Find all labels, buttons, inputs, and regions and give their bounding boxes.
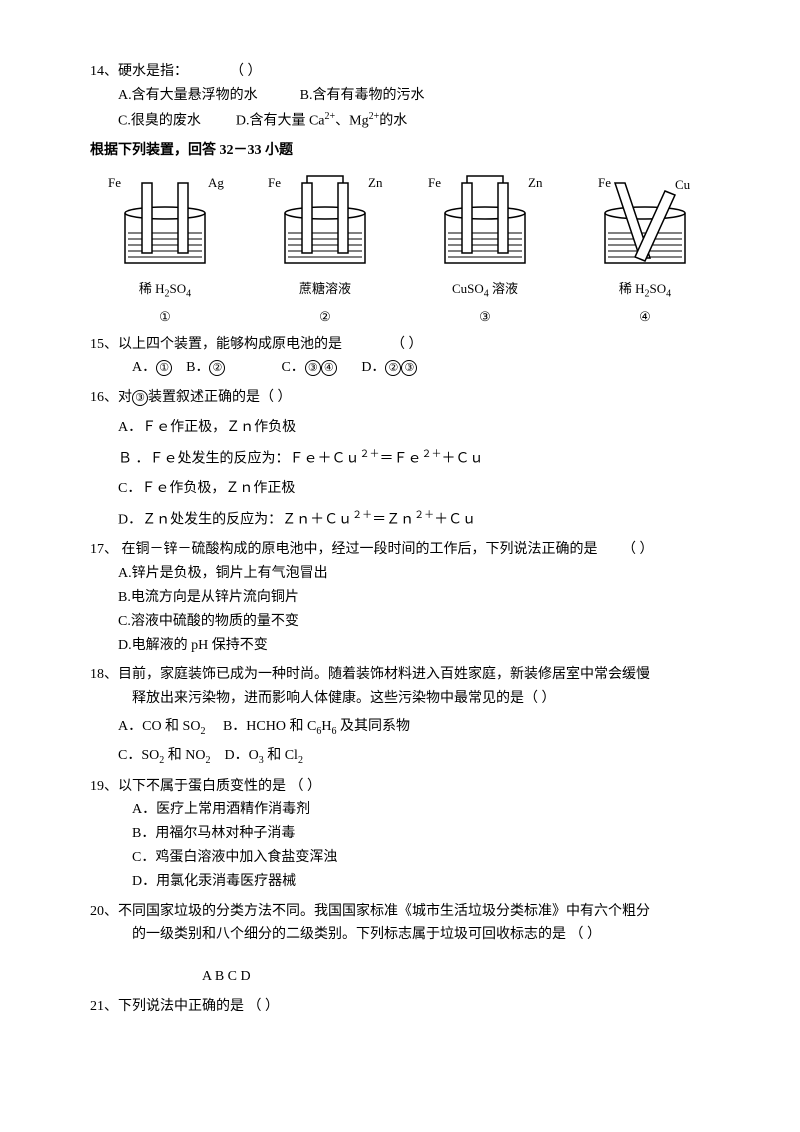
q14-stem: 14、硬水是指： bbox=[90, 64, 188, 79]
q15-b: B． bbox=[186, 360, 209, 375]
d2-right-label: Zn bbox=[368, 175, 383, 190]
q16-d-mid: ＝Ｚｎ bbox=[372, 513, 414, 528]
q17-c: C.溶液中硫酸的物质的量不变 bbox=[118, 610, 720, 634]
cap2a: 蔗糖溶液 bbox=[250, 278, 400, 303]
q18-b-suffix: 及其同系物 bbox=[336, 719, 410, 734]
q16-c: C．Ｆｅ作负极，Ｚｎ作正极 bbox=[118, 477, 720, 501]
q19-c: C．鸡蛋白溶液中加入食盐变浑浊 bbox=[132, 846, 720, 870]
cap2b: ② bbox=[250, 306, 400, 328]
q16: 16、对③装置叙述正确的是（ ） A．Ｆｅ作正极，Ｚｎ作负极 Ｂ ．Ｆｅ处发生的… bbox=[90, 386, 720, 532]
q15: 15、以上四个装置，能够构成原电池的是 （ ） A．① B．② C．③④ D．②… bbox=[90, 333, 720, 381]
q15-stem: 15、以上四个装置，能够构成原电池的是 bbox=[90, 337, 342, 352]
cap4a: 稀 H2SO4 bbox=[570, 278, 720, 303]
q17-d: D.电解液的 pH 保持不变 bbox=[118, 634, 720, 658]
q20: 20、不同国家垃圾的分类方法不同。我国国家标准《城市生活垃圾分类标准》中有六个粗… bbox=[90, 900, 720, 989]
q15-paren: （ ） bbox=[391, 337, 423, 352]
q17-stem: 17、 在铜－锌－硫酸构成的原电池中，经过一段时间的工作后，下列说法正确的是 bbox=[90, 542, 598, 557]
q16-d-prefix: D．Ｚｎ处发生的反应为：Ｚｎ＋Ｃｕ bbox=[118, 513, 352, 528]
d1-left-label: Fe bbox=[108, 175, 121, 190]
opt-circle: ③ bbox=[401, 360, 417, 376]
q19: 19、以下不属于蛋白质变性的是 （ ） A．医疗上常用酒精作消毒剂 B．用福尔马… bbox=[90, 775, 720, 894]
q14-d-suffix: 的水 bbox=[379, 113, 407, 128]
q16-b-mid: ＝Ｆｅ bbox=[380, 451, 422, 466]
q19-stem: 19、以下不属于蛋白质变性的是 （ ） bbox=[90, 775, 720, 799]
q14-paren: （ ） bbox=[230, 64, 262, 79]
section-heading: 根据下列装置，回答 32－33 小题 bbox=[90, 139, 720, 163]
d2-left-label: Fe bbox=[268, 175, 281, 190]
q18-d-prefix: D．O bbox=[224, 748, 258, 763]
q14: 14、硬水是指： （ ） A.含有大量悬浮物的水 B.含有有毒物的污水 C.很臭… bbox=[90, 60, 720, 133]
q20-stem2: 的一级类别和八个细分的二级类别。下列标志属于垃圾可回收标志的是 （ ） bbox=[132, 923, 720, 947]
q19-b: B．用福尔马林对种子消毒 bbox=[132, 822, 720, 846]
q16-a: A．Ｆｅ作正极，Ｚｎ作负极 bbox=[118, 416, 720, 440]
q21: 21、下列说法中正确的是 （ ） bbox=[90, 995, 720, 1019]
opt-circle: ② bbox=[385, 360, 401, 376]
q17-paren: （ ） bbox=[622, 542, 654, 557]
q14-a: A.含有大量悬浮物的水 bbox=[118, 88, 258, 103]
cap1a: 稀 H2SO4 bbox=[90, 278, 240, 303]
opt-circle: ③ bbox=[132, 390, 148, 406]
q18-b-prefix: B．HCHO 和 C bbox=[223, 719, 316, 734]
d4-left-label: Fe bbox=[598, 175, 611, 190]
q14-d-mid: 、Mg bbox=[335, 113, 368, 128]
q21-stem: 21、下列说法中正确的是 （ ） bbox=[90, 999, 279, 1014]
q16-d-suffix: ＋Ｃｕ bbox=[434, 513, 476, 528]
q18: 18、目前，家庭装饰已成为一种时尚。随着装饰材料进入百姓家庭，新装修居室中常会缓… bbox=[90, 663, 720, 768]
d4-right-label: Cu bbox=[675, 177, 691, 192]
opt-circle: ③ bbox=[305, 360, 321, 376]
opt-circle: ④ bbox=[321, 360, 337, 376]
q18-stem2: 释放出来污染物，进而影响人体健康。这些污染物中最常见的是（ ） bbox=[132, 687, 720, 711]
beaker-2: Fe Zn bbox=[250, 173, 400, 273]
q18-stem1: 18、目前，家庭装饰已成为一种时尚。随着装饰材料进入百姓家庭，新装修居室中常会缓… bbox=[90, 663, 720, 687]
caption-row-2: ① ② ③ ④ bbox=[90, 306, 720, 328]
beaker-3: Fe Zn bbox=[410, 173, 560, 273]
q15-c: C． bbox=[281, 360, 304, 375]
q19-d: D．用氯化汞消毒医疗器械 bbox=[132, 870, 720, 894]
q20-stem1: 20、不同国家垃圾的分类方法不同。我国国家标准《城市生活垃圾分类标准》中有六个粗… bbox=[90, 900, 720, 924]
beaker-4: Fe Cu bbox=[570, 173, 720, 273]
q16-stem-suffix: 装置叙述正确的是（ ） bbox=[148, 390, 292, 405]
q15-a: A． bbox=[132, 360, 156, 375]
cap3a: CuSO4 溶液 bbox=[410, 278, 560, 303]
q18-c-prefix: C．SO bbox=[118, 748, 159, 763]
cap4b: ④ bbox=[570, 306, 720, 328]
q14-d-prefix: D.含有大量 Ca bbox=[236, 113, 325, 128]
q20-opts: A B C D bbox=[202, 965, 720, 989]
q14-b: B.含有有毒物的污水 bbox=[300, 88, 425, 103]
beaker-1: Fe Ag bbox=[90, 173, 240, 273]
q17-a: A.锌片是负极，铜片上有气泡冒出 bbox=[118, 562, 720, 586]
q17: 17、 在铜－锌－硫酸构成的原电池中，经过一段时间的工作后，下列说法正确的是 （… bbox=[90, 538, 720, 657]
q16-b-prefix: Ｂ ．Ｆｅ处发生的反应为：Ｆｅ＋Ｃｕ bbox=[118, 451, 360, 466]
caption-row-1: 稀 H2SO4 蔗糖溶液 CuSO4 溶液 稀 H2SO4 bbox=[90, 278, 720, 303]
d3-right-label: Zn bbox=[528, 175, 543, 190]
d3-left-label: Fe bbox=[428, 175, 441, 190]
q14-c: C.很臭的废水 bbox=[118, 113, 201, 128]
q17-b: B.电流方向是从锌片流向铜片 bbox=[118, 586, 720, 610]
cap3b: ③ bbox=[410, 306, 560, 328]
opt-circle: ② bbox=[209, 360, 225, 376]
q19-a: A．医疗上常用酒精作消毒剂 bbox=[132, 798, 720, 822]
q18-a: A．CO 和 SO bbox=[118, 719, 200, 734]
q16-stem: 16、对 bbox=[90, 390, 132, 405]
q15-d: D． bbox=[361, 360, 385, 375]
opt-circle: ① bbox=[156, 360, 172, 376]
diagram-row: Fe Ag Fe Zn bbox=[90, 173, 720, 273]
d1-right-label: Ag bbox=[208, 175, 224, 190]
q16-b-suffix: ＋Ｃｕ bbox=[442, 451, 484, 466]
cap1b: ① bbox=[90, 306, 240, 328]
